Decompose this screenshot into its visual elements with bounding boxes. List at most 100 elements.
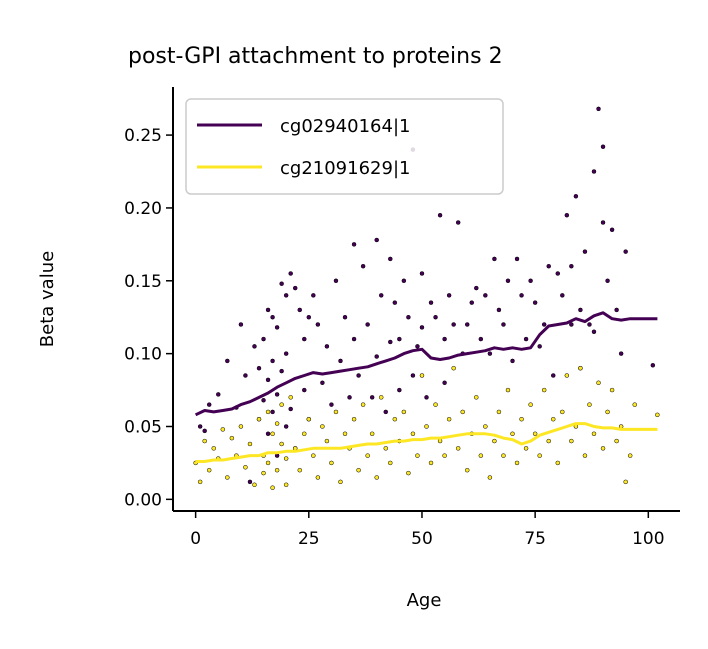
- scatter-point-series-2: [401, 409, 407, 415]
- scatter-point-series-2: [528, 402, 533, 407]
- scatter-point-series-2: [496, 409, 502, 415]
- scatter-point-series-2: [243, 465, 248, 470]
- y-ticks: 0.00 0.05 0.10 0.15 0.20 0.25: [124, 126, 173, 510]
- scatter-point-series-1: [478, 336, 484, 342]
- scatter-point-series-1: [338, 358, 343, 364]
- scatter-point-series-1: [270, 358, 275, 364]
- scatter-point-series-2: [532, 431, 538, 437]
- scatter-point-series-1: [514, 256, 520, 262]
- scatter-point-series-1: [320, 380, 325, 386]
- scatter-point-series-1: [202, 428, 207, 434]
- scatter-point-series-1: [383, 409, 389, 415]
- scatter-point-series-2: [283, 482, 289, 488]
- scatter-point-series-2: [365, 453, 370, 458]
- y-tick-label: 0.25: [124, 126, 162, 146]
- scatter-point-series-2: [478, 453, 484, 458]
- scatter-point-series-2: [283, 456, 289, 461]
- x-tick-label: 100: [632, 529, 664, 549]
- scatter-point-series-1: [582, 249, 588, 254]
- scatter-point-series-2: [297, 467, 302, 473]
- scatter-point-series-2: [225, 475, 230, 480]
- scatter-point-series-2: [451, 365, 456, 371]
- scatter-point-series-1: [591, 169, 597, 174]
- scatter-point-series-1: [437, 212, 443, 218]
- scatter-point-series-1: [374, 237, 379, 243]
- scatter-point-series-1: [555, 271, 561, 276]
- scatter-point-series-1: [374, 354, 379, 359]
- scatter-point-series-1: [311, 293, 316, 298]
- scatter-point-series-2: [415, 453, 420, 458]
- legend: cg02940164|1 cg21091629|1: [185, 98, 504, 195]
- scatter-point-series-2: [555, 460, 561, 466]
- y-tick-label: 0.20: [124, 199, 162, 219]
- scatter-point-series-2: [311, 453, 316, 458]
- scatter-point-series-1: [523, 336, 529, 342]
- scatter-point-series-1: [428, 300, 434, 305]
- scatter-point-series-1: [279, 368, 284, 374]
- scatter-point-series-1: [261, 398, 266, 403]
- scatter-point-series-1: [347, 395, 352, 400]
- scatter-point-series-2: [623, 479, 628, 485]
- scatter-point-series-2: [360, 402, 366, 407]
- legend-frame: [185, 98, 504, 195]
- scatter-point-series-1: [573, 194, 579, 199]
- scatter-point-series-1: [243, 373, 248, 378]
- scatter-point-series-1: [360, 263, 366, 269]
- scatter-point-series-1: [225, 358, 230, 364]
- scatter-point-series-1: [197, 424, 203, 429]
- scatter-point-series-1: [283, 351, 289, 356]
- scatter-point-series-2: [329, 460, 334, 466]
- scatter-point-series-1: [578, 307, 583, 313]
- scatter-point-series-1: [288, 271, 293, 276]
- scatter-point-series-2: [202, 438, 207, 444]
- scatter-point-series-2: [338, 479, 343, 485]
- scatter-point-series-1: [464, 322, 470, 327]
- scatter-point-series-1: [469, 300, 475, 305]
- scatter-point-series-2: [261, 470, 266, 476]
- scatter-point-series-2: [455, 446, 461, 451]
- scatter-point-series-2: [265, 460, 271, 466]
- x-axis-label: Age: [407, 590, 442, 611]
- scatter-point-series-1: [424, 395, 429, 400]
- scatter-point-series-2: [655, 412, 660, 418]
- scatter-point-series-2: [378, 395, 384, 400]
- scatter-point-series-1: [442, 336, 447, 342]
- scatter-point-series-1: [206, 402, 212, 407]
- scatter-point-series-1: [541, 322, 547, 327]
- scatter-point-series-2: [627, 453, 633, 458]
- y-tick-label: 0.10: [124, 345, 162, 365]
- scatter-point-series-2: [609, 387, 615, 393]
- scatter-point-series-1: [274, 453, 280, 458]
- y-tick-label: 0.00: [124, 490, 162, 510]
- x-tick-label: 25: [298, 529, 320, 549]
- scatter-point-series-1: [324, 344, 330, 349]
- scatter-point-series-2: [220, 427, 226, 432]
- scatter-point-series-2: [306, 416, 312, 422]
- scatter-point-series-1: [496, 307, 502, 313]
- x-tick-label: 75: [524, 529, 546, 549]
- scatter-point-series-1: [528, 278, 533, 284]
- scatter-point-series-1: [256, 365, 262, 371]
- chart-title: post-GPI attachment to proteins 2: [128, 44, 503, 69]
- scatter-point-series-1: [551, 373, 556, 378]
- scatter-point-series-2: [351, 416, 357, 422]
- scatter-point-series-1: [510, 358, 515, 364]
- scatter-point-series-2: [256, 416, 262, 422]
- scatter-point-series-2: [333, 409, 339, 415]
- scatter-point-series-2: [274, 421, 280, 426]
- scatter-point-series-1: [216, 392, 221, 397]
- points-layer: [193, 106, 660, 490]
- scatter-point-series-2: [519, 416, 524, 422]
- scatter-point-series-1: [342, 314, 348, 320]
- scatter-point-series-1: [378, 293, 384, 298]
- scatter-point-series-1: [564, 212, 570, 218]
- scatter-point-series-1: [609, 227, 615, 233]
- scatter-point-series-1: [419, 271, 425, 276]
- x-ticks: 0 25 50 75 100: [190, 511, 665, 549]
- scatter-point-series-1: [433, 314, 438, 320]
- scatter-point-series-1: [279, 281, 284, 286]
- scatter-point-series-1: [546, 263, 551, 269]
- scatter-point-series-2: [523, 446, 529, 451]
- scatter-point-series-1: [369, 395, 375, 400]
